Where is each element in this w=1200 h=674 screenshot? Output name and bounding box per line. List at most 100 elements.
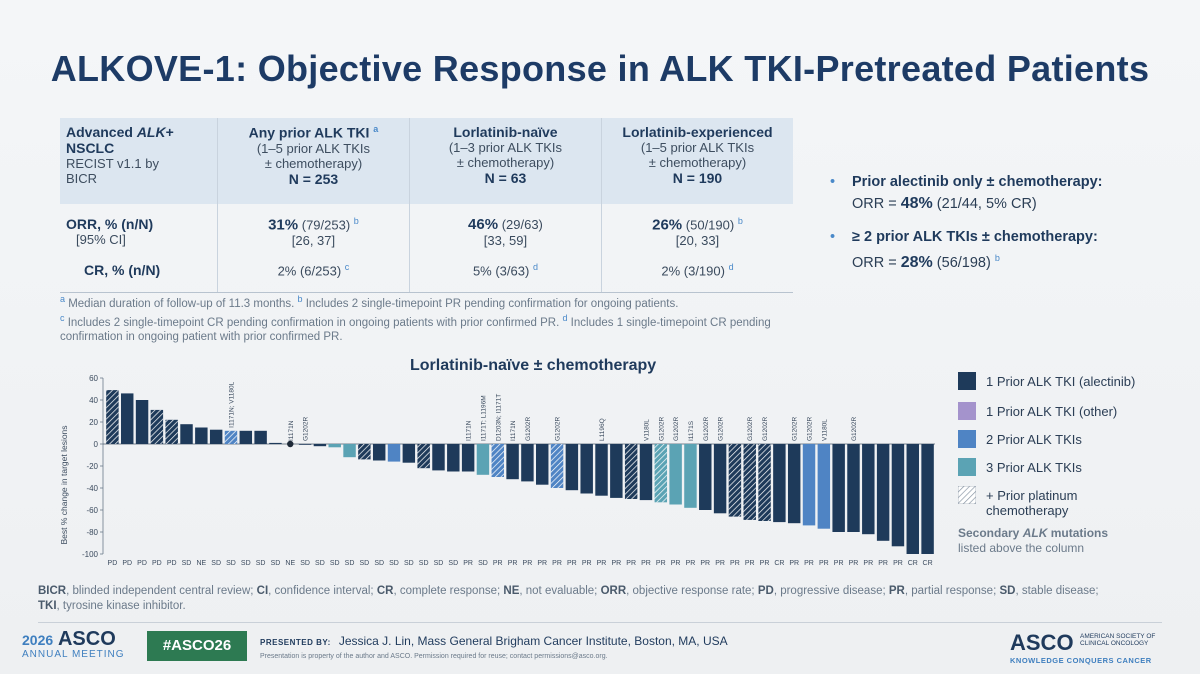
mutation-label: I1171N	[288, 420, 295, 441]
y-tick-label: 40	[89, 396, 98, 405]
mutation-label: G1202R	[303, 416, 310, 441]
bar	[461, 444, 475, 472]
abbr-key: PR	[888, 585, 905, 597]
cr-cell-lorlatinib-naive: 5% (3/63) d	[408, 256, 602, 293]
response-label: SD	[389, 560, 399, 567]
mutation-label: I1171T; L1196M	[480, 395, 487, 441]
bar	[580, 444, 593, 494]
response-label: PD	[108, 560, 118, 567]
mutation-label: G1202R	[792, 416, 799, 441]
abbr-desc: , not evaluable;	[519, 585, 601, 597]
bar-hatch	[150, 409, 164, 444]
bar	[180, 424, 193, 444]
legend-note: Secondary ALK mutations listed above the…	[958, 526, 1109, 555]
mutation-label: G1202R	[718, 416, 725, 441]
orr-cell-any-prior: 31% (79/253) b [26, 37]	[216, 204, 410, 256]
response-label: SD	[360, 560, 370, 567]
response-label: PR	[863, 560, 873, 567]
bar-hatch	[743, 444, 756, 520]
y-axis-label: Best % change in target lesions	[59, 425, 69, 544]
subgroup-bullets: • Prior alectinib only ± chemotherapy: O…	[830, 172, 1160, 286]
response-label: PD	[167, 560, 177, 567]
response-label: SD	[271, 560, 281, 567]
bar-hatch	[358, 444, 371, 460]
response-label: PR	[715, 560, 725, 567]
table-header-cell-any-prior: Any prior ALK TKI a (1–5 prior ALK TKIs …	[216, 118, 410, 204]
table-header-cell-0: Advanced ALK+ NSCLC RECIST v1.1 by BICR	[60, 118, 218, 204]
bar-hatch	[550, 444, 564, 488]
mutation-label: G1202R	[525, 416, 532, 441]
mutation-label: G1202R	[703, 416, 710, 441]
response-label: SD	[345, 560, 355, 567]
response-label: NE	[285, 560, 295, 567]
response-label: CR	[908, 560, 918, 567]
permission-note: Presentation is property of the author a…	[260, 653, 608, 660]
bar	[610, 444, 623, 498]
bar	[699, 444, 712, 510]
response-label: PD	[152, 560, 162, 567]
mutation-label: I1171N; V1180L	[228, 381, 235, 427]
bar	[595, 444, 608, 496]
mutation-labels: I1171N; V1180L I1171N G1202R I1171N I1171T; …	[228, 381, 857, 441]
response-labels: PD PD PD PD PD SD NE SD SD SD SD SD NE SD SD SD SD SD SD SD…	[108, 560, 933, 567]
mutation-label: G1202R	[658, 416, 665, 441]
bar	[328, 444, 341, 448]
orr-table: Advanced ALK+ NSCLC RECIST v1.1 by BICR …	[60, 118, 793, 293]
abbr-key: ORR	[600, 585, 627, 597]
bar	[195, 427, 208, 444]
bar	[506, 444, 519, 480]
bar	[135, 400, 149, 444]
bar	[313, 444, 327, 447]
response-label: SD	[404, 560, 414, 567]
y-tick-label: -40	[86, 484, 98, 493]
abbr-desc: , confidence interval;	[268, 585, 377, 597]
response-label: PR	[597, 560, 607, 567]
bar	[817, 444, 831, 529]
response-label: PR	[523, 560, 533, 567]
bar	[536, 444, 549, 485]
mutation-label: G1202R	[807, 416, 814, 441]
y-tick-label: 60	[89, 374, 98, 383]
abbr-desc: , complete response;	[393, 585, 504, 597]
y-tick-label: -20	[86, 462, 98, 471]
response-label: SD	[478, 560, 488, 567]
bar-hatch	[106, 390, 119, 444]
bar	[387, 444, 401, 462]
response-label: PR	[700, 560, 710, 567]
response-label: CR	[923, 560, 933, 567]
response-label: SD	[256, 560, 266, 567]
response-label: PR	[656, 560, 666, 567]
mutation-label: I1171N	[510, 420, 517, 441]
presenter-line: PRESENTED BY: Jessica J. Lin, Mass Genera…	[260, 634, 728, 648]
mutation-label: G1202R	[762, 416, 769, 441]
asco-society-logo: ASCO AMERICAN SOCIETY OF CLINICAL ONCOLO…	[1010, 630, 1156, 665]
abbr-desc: , stable disease;	[1015, 585, 1099, 597]
table-row-cr: CR, % (n/N) 2% (6/253) c 5% (3/63) d 2% …	[60, 256, 793, 293]
abbr-desc: , partial response;	[904, 585, 1000, 597]
abbr-key: BICR	[38, 585, 67, 597]
mutation-label: G1202R	[673, 416, 680, 441]
response-label: PR	[671, 560, 681, 567]
legend-swatch	[958, 372, 976, 390]
y-tick-label: -100	[82, 550, 99, 559]
legend-swatch	[958, 458, 976, 476]
response-label: PR	[745, 560, 755, 567]
bar	[521, 444, 534, 482]
response-label: PR	[819, 560, 829, 567]
cr-cell-lorlatinib-experienced: 2% (3/190) d	[600, 256, 793, 293]
response-label: SD	[434, 560, 444, 567]
bar	[639, 444, 653, 501]
bar	[239, 430, 253, 444]
bar	[432, 444, 445, 471]
mutation-label: G1202R	[555, 416, 562, 441]
legend-swatch	[958, 402, 976, 420]
bar	[476, 444, 490, 475]
response-label: PR	[582, 560, 592, 567]
bar	[832, 444, 845, 532]
cr-label: CR, % (n/N)	[84, 262, 161, 278]
response-label: SD	[241, 560, 251, 567]
bar	[254, 430, 267, 444]
bar	[684, 444, 697, 508]
y-tick-label: 0	[94, 440, 99, 449]
table-header-cell-lorlatinib-experienced: Lorlatinib-experienced (1–5 prior ALK TK…	[600, 118, 793, 204]
